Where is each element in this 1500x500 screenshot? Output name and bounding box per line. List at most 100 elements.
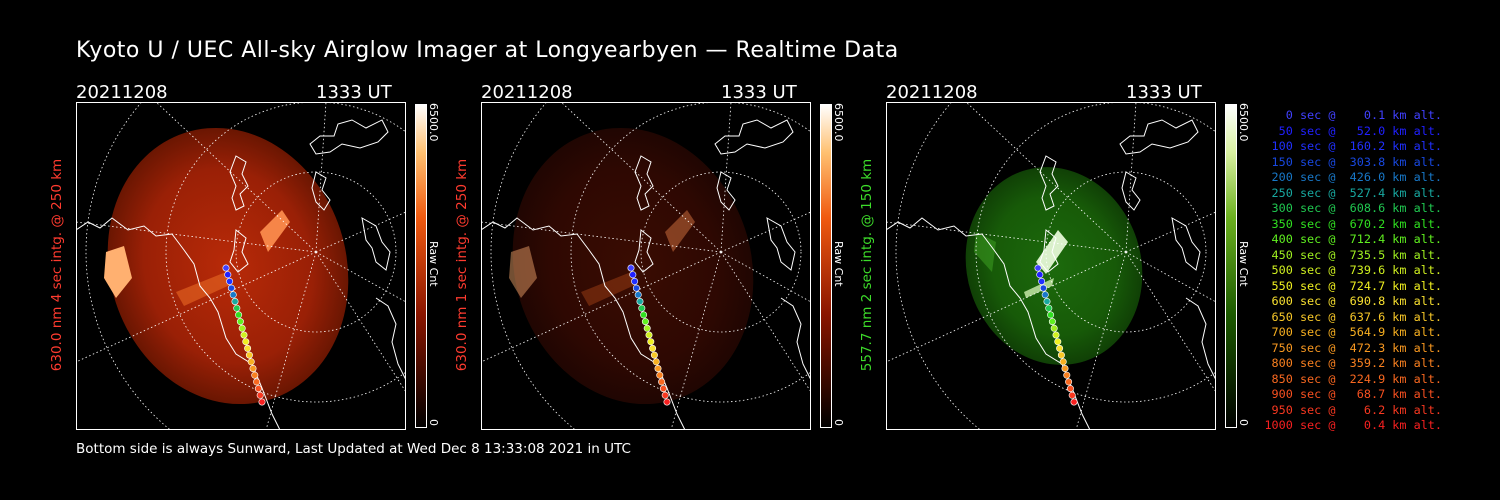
legend-entry: 700 sec @ 564.9 km alt.: [1264, 325, 1442, 339]
panel1-colorbar-max: 6500.0: [427, 103, 440, 142]
aurora-arc: [1024, 278, 1054, 298]
trajectory-point: [249, 364, 257, 372]
panel-frame: [481, 102, 811, 430]
trajectory-point: [1059, 358, 1067, 366]
trajectory-point: [1065, 378, 1073, 386]
trajectory-point: [1048, 318, 1056, 326]
meridian-line: [720, 251, 811, 303]
legend-entry: 350 sec @ 670.2 km alt.: [1264, 216, 1442, 231]
trajectory-point: [1066, 385, 1074, 393]
legend-entry: 650 sec @ 637.6 km alt.: [1264, 309, 1442, 324]
trajectory-point: [643, 324, 651, 332]
trajectory-point: [242, 338, 250, 346]
trajectory-point: [627, 264, 635, 272]
legend-entry: 550 sec @ 724.7 km alt.: [1264, 278, 1442, 293]
legend-entry: 800 sec @ 359.2 km alt.: [1264, 356, 1442, 370]
trajectory-point: [632, 284, 640, 292]
legend-entry: 1000 sec @ 0.4 km alt.: [1264, 418, 1442, 432]
meridian-line: [481, 221, 722, 253]
meridian-line: [155, 102, 317, 253]
panel2-colorbar: [820, 104, 832, 428]
coastline: [311, 171, 331, 211]
trajectory-point: [654, 364, 662, 372]
trajectory-point: [244, 344, 252, 352]
legend-entry: 600 sec @ 690.8 km alt.: [1264, 294, 1442, 308]
trajectory-point: [235, 311, 243, 319]
panel1-colorbar-min: 0: [427, 419, 440, 426]
legend-entry: 300 sec @ 608.6 km alt.: [1264, 201, 1442, 215]
trajectory-point: [222, 264, 230, 272]
trajectory-point: [240, 331, 248, 339]
panel1-colorbar: [415, 104, 427, 428]
trajectory-point: [659, 385, 667, 393]
meridian-line: [315, 211, 406, 253]
trajectory-point: [641, 318, 649, 326]
coastline: [714, 119, 794, 155]
trajectory-point: [233, 304, 241, 312]
meridian-line: [1075, 251, 1127, 430]
trajectory-point: [253, 378, 261, 386]
meridian-line: [1125, 102, 1137, 253]
trajectory-point: [254, 385, 262, 393]
panel2-colorbar-min: 0: [832, 419, 845, 426]
panel1-image: [76, 102, 406, 430]
legend-entry: 450 sec @ 735.5 km alt.: [1264, 247, 1442, 262]
trajectory-point: [1041, 291, 1049, 299]
legend-entry: 850 sec @ 224.9 km alt.: [1264, 371, 1442, 386]
panel2-time: 1333 UT: [721, 82, 797, 103]
trajectory-point: [238, 324, 246, 332]
trajectory-point: [1052, 331, 1060, 339]
coastline: [1039, 155, 1059, 211]
trajectory-point: [663, 398, 671, 406]
trajectory-point: [1068, 391, 1076, 399]
trajectory-point: [1045, 304, 1053, 312]
trajectory-point: [629, 271, 637, 279]
trajectory-point: [645, 331, 653, 339]
meridian-line: [76, 251, 317, 363]
meridian-line: [886, 221, 1127, 253]
coastline: [634, 155, 654, 211]
meridian-line: [1125, 251, 1216, 303]
trajectory-point: [634, 291, 642, 299]
trajectory-point: [652, 358, 660, 366]
coastline: [229, 155, 249, 211]
page-title: Kyoto U / UEC All-sky Airglow Imager at …: [76, 38, 899, 63]
trajectory-point: [1038, 277, 1046, 285]
trajectory-point: [631, 277, 639, 285]
panel-frame: [76, 102, 406, 430]
legend-entry: 200 sec @ 426.0 km alt.: [1264, 170, 1442, 184]
trajectory-point: [1034, 264, 1042, 272]
coastline: [375, 297, 406, 381]
meridian-line: [315, 251, 406, 303]
footer-note: Bottom side is always Sunward, Last Upda…: [76, 441, 631, 457]
map-grid: [76, 102, 406, 430]
panel3-time: 1333 UT: [1126, 82, 1202, 103]
panel3-colorbar-min: 0: [1237, 419, 1250, 426]
legend-entry: 500 sec @ 739.6 km alt.: [1264, 263, 1442, 277]
meridian-line: [560, 102, 722, 253]
legend-entry: 950 sec @ 6.2 km alt.: [1264, 402, 1442, 417]
panel1-time: 1333 UT: [316, 82, 392, 103]
aurora-arc: [260, 210, 290, 252]
panel3-colorbar-max: 6500.0: [1237, 103, 1250, 142]
sky-image: [965, 167, 1143, 365]
trajectory-point: [1047, 311, 1055, 319]
trajectory-point: [640, 311, 648, 319]
trajectory-point: [1056, 344, 1064, 352]
trajectory-point: [226, 277, 234, 285]
panel3-side-label: 557.7 nm 2 sec intg. @ 150 km: [859, 158, 875, 372]
trajectory-point: [661, 391, 669, 399]
trajectory-point: [650, 351, 658, 359]
trajectory-point: [1061, 364, 1069, 372]
meridian-line: [1125, 211, 1216, 253]
aurora-patch: [104, 246, 132, 298]
panel3-colorbar: [1225, 104, 1237, 428]
legend-entry: 400 sec @ 712.4 km alt.: [1264, 232, 1442, 246]
coastline: [1121, 171, 1141, 211]
panel2-date: 20211208: [481, 82, 573, 103]
trajectory-point: [1043, 298, 1051, 306]
trajectory-point: [236, 318, 244, 326]
aurora-patch: [974, 232, 996, 272]
panel2-colorbar-max: 6500.0: [832, 103, 845, 142]
panel2-image: [481, 102, 811, 430]
